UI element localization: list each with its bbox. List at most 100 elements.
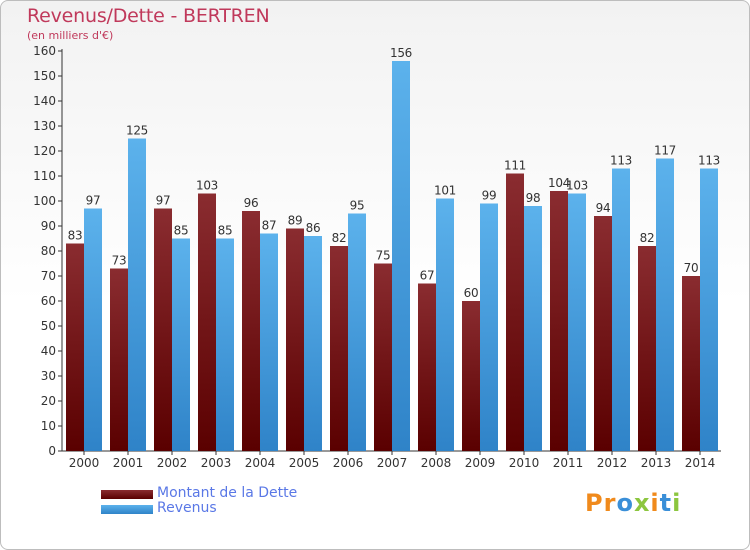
revenue-bar-value-label: 103 (566, 179, 588, 193)
legend-label-debt: Montant de la Dette (157, 485, 298, 501)
x-tick-label: 2014 (685, 456, 716, 470)
revenue-bar (128, 138, 146, 451)
debt-bar-value-label: 67 (420, 269, 435, 283)
revenue-bar-value-label: 113 (698, 154, 720, 168)
revenue-bar-value-label: 117 (654, 144, 676, 158)
debt-bar-value-label: 94 (596, 201, 611, 215)
revenue-bar-value-label: 87 (262, 219, 277, 233)
y-tick-label: 130 (33, 119, 56, 133)
revenue-bar (348, 213, 366, 451)
revenue-bar (480, 203, 498, 451)
x-tick-label: 2010 (509, 456, 540, 470)
y-tick-label: 50 (41, 319, 56, 333)
y-tick-label: 110 (33, 169, 56, 183)
debt-bar-value-label: 111 (504, 159, 526, 173)
x-tick-label: 2008 (421, 456, 452, 470)
x-tick-label: 2011 (553, 456, 584, 470)
debt-bar (462, 301, 480, 451)
proxiti-logo: Proxiti (585, 489, 682, 517)
debt-bar-value-label: 96 (244, 196, 259, 210)
y-tick-label: 160 (33, 44, 56, 58)
y-tick-label: 80 (41, 244, 56, 258)
x-tick-label: 2006 (333, 456, 364, 470)
legend-label-revenue: Revenus (157, 500, 217, 516)
revenue-bar (260, 233, 278, 451)
x-tick-label: 2000 (69, 456, 100, 470)
y-tick-label: 30 (41, 369, 56, 383)
debt-bar-value-label: 83 (68, 229, 83, 243)
y-tick-label: 150 (33, 69, 56, 83)
y-tick-label: 60 (41, 294, 56, 308)
revenue-bar-value-label: 86 (306, 221, 321, 235)
debt-bar (594, 216, 612, 451)
revenue-bar (436, 198, 454, 451)
revenue-bar (568, 193, 586, 451)
legend-swatch-revenue (101, 505, 153, 514)
debt-bar-value-label: 75 (376, 249, 391, 263)
x-tick-label: 2004 (245, 456, 276, 470)
revenue-bar-value-label: 156 (390, 46, 412, 60)
revenue-bar-value-label: 97 (86, 194, 101, 208)
x-tick-label: 2013 (641, 456, 672, 470)
revenue-bar-value-label: 98 (526, 191, 541, 205)
revenue-bar-value-label: 101 (434, 184, 456, 198)
y-tick-label: 70 (41, 269, 56, 283)
chart-subtitle: (en milliers d'€) (27, 29, 114, 42)
debt-bar (550, 191, 568, 451)
debt-bar-value-label: 104 (548, 176, 570, 190)
revenue-bar-value-label: 113 (610, 154, 632, 168)
revenue-bar (700, 168, 718, 451)
y-tick-label: 40 (41, 344, 56, 358)
debt-bar (418, 283, 436, 451)
debt-bar (330, 246, 348, 451)
x-tick-label: 2009 (465, 456, 496, 470)
x-tick-label: 2001 (113, 456, 144, 470)
y-tick-label: 0 (48, 444, 56, 458)
debt-bar (66, 243, 84, 451)
legend-swatch-debt (101, 490, 153, 499)
revenue-bar (304, 236, 322, 451)
debt-bar-value-label: 73 (112, 254, 127, 268)
revenue-bar-value-label: 85 (174, 224, 189, 238)
revenue-bar (524, 206, 542, 451)
revenue-bar-value-label: 95 (350, 199, 365, 213)
y-tick-label: 140 (33, 94, 56, 108)
debt-bar (242, 211, 260, 451)
y-tick-label: 90 (41, 219, 56, 233)
x-tick-label: 2003 (201, 456, 232, 470)
x-tick-label: 2005 (289, 456, 320, 470)
debt-bar (198, 193, 216, 451)
debt-bar-value-label: 103 (196, 179, 218, 193)
revenue-bar (656, 158, 674, 451)
x-tick-label: 2002 (157, 456, 188, 470)
revenue-bar-value-label: 125 (126, 124, 148, 138)
y-tick-label: 20 (41, 394, 56, 408)
debt-bar-value-label: 70 (684, 261, 699, 275)
revenue-bar (216, 238, 234, 451)
x-tick-label: 2007 (377, 456, 408, 470)
debt-bar (506, 173, 524, 451)
revenue-bar (172, 238, 190, 451)
y-tick-label: 120 (33, 144, 56, 158)
debt-bar (682, 276, 700, 451)
debt-bar-value-label: 82 (640, 231, 655, 245)
debt-bar-value-label: 97 (156, 194, 171, 208)
revenue-bar (84, 208, 102, 451)
y-tick-label: 10 (41, 419, 56, 433)
revenue-bar-value-label: 99 (482, 189, 497, 203)
debt-bar (110, 268, 128, 451)
revenue-bar (612, 168, 630, 451)
debt-bar-value-label: 82 (332, 231, 347, 245)
debt-bar (154, 208, 172, 451)
debt-bar-value-label: 60 (464, 286, 479, 300)
x-tick-label: 2012 (597, 456, 628, 470)
debt-bar (638, 246, 656, 451)
chart-title: Revenus/Dette - BERTREN (27, 5, 270, 27)
debt-bar (286, 228, 304, 451)
y-tick-label: 100 (33, 194, 56, 208)
debt-bar (374, 263, 392, 451)
debt-bar-value-label: 89 (288, 214, 303, 228)
revenue-bar (392, 61, 410, 451)
